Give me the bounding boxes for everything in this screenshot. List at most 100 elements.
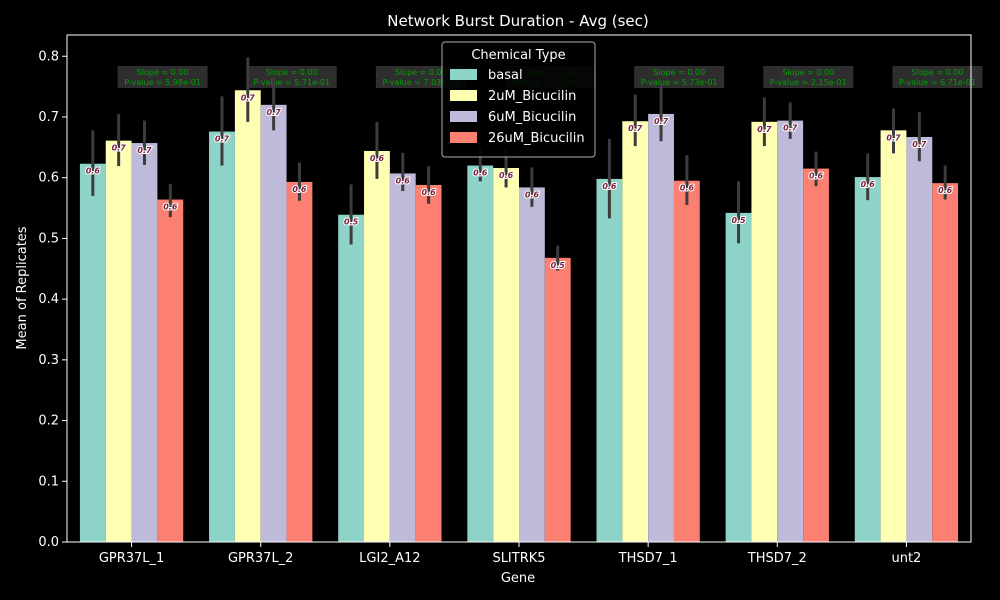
bar-value-label: 0.7 — [112, 144, 127, 153]
bar — [519, 187, 545, 542]
legend: Chemical Type basal 2uM_Bicucilin 6uM_Bicuc… — [441, 41, 596, 158]
annotation-pvalue: P-value = 5.71e-01 — [253, 78, 330, 87]
annotation-slope: Slope = 0.00 — [782, 68, 834, 77]
bar — [673, 180, 700, 542]
x-tick-label: GPR37L_2 — [228, 551, 294, 566]
bar — [648, 113, 674, 542]
x-axis-label: Gene — [501, 571, 535, 586]
chart-title: Network Burst Duration - Avg (sec) — [387, 12, 648, 30]
legend-item: basal — [488, 68, 523, 83]
annotation-pvalue: P-value = 5.98e-01 — [124, 78, 201, 87]
bar-value-label: 0.7 — [628, 124, 643, 133]
y-tick-label: 0.8 — [38, 49, 59, 64]
annotation-box — [892, 66, 983, 88]
annotation-box — [634, 66, 725, 88]
bar — [803, 168, 829, 542]
bar-value-label: 0.5 — [731, 216, 746, 225]
bar — [286, 181, 313, 543]
legend-frame — [441, 41, 596, 158]
annotation-pvalue: P-value = 6.71e-01 — [899, 78, 976, 87]
bar-value-label: 0.6 — [809, 172, 824, 181]
bar — [260, 104, 287, 542]
bar — [467, 165, 494, 542]
bar — [751, 121, 778, 542]
annotation-pvalue: P-value = 2.15e-01 — [770, 78, 847, 87]
legend-title: Chemical Type — [471, 48, 565, 63]
annotation-pvalue: P-value = 7.03e-01 — [382, 78, 459, 87]
y-tick-label: 0.2 — [38, 414, 59, 429]
bar-value-label: 0.6 — [525, 190, 540, 199]
bar — [544, 257, 571, 542]
bar — [131, 143, 158, 542]
x-tick-label: THSD7_1 — [618, 551, 678, 566]
bar-value-label: 0.6 — [86, 167, 101, 176]
legend-swatch — [450, 69, 477, 80]
bar-value-label: 0.5 — [551, 261, 566, 270]
bar-value-label: 0.7 — [215, 135, 230, 144]
legend-item: 6uM_Bicucilin — [488, 110, 576, 125]
y-tick-label: 0.7 — [38, 110, 59, 125]
bar — [854, 177, 881, 543]
bar-value-label: 0.6 — [473, 169, 488, 178]
annotation-slope: Slope = 0.00 — [912, 68, 964, 77]
plot-frame — [66, 34, 972, 543]
y-tick-label: 0.4 — [38, 292, 59, 307]
bar-value-label: 0.6 — [163, 203, 178, 212]
bar-value-label: 0.7 — [654, 117, 669, 126]
y-tick-label: 0.5 — [38, 231, 59, 246]
annotation-pvalue: P-value = 5.73e-01 — [641, 78, 718, 87]
legend-item: 26uM_Bicucilin — [488, 131, 585, 146]
bar — [338, 214, 365, 543]
y-tick-label: 0.6 — [38, 171, 59, 186]
bar-value-label: 0.5 — [344, 218, 359, 227]
bar-value-label: 0.6 — [422, 188, 437, 197]
bar — [364, 150, 390, 542]
x-tick-label: GPR37L_1 — [99, 551, 165, 566]
legend-swatch — [450, 111, 477, 122]
y-tick-label: 0.0 — [38, 535, 59, 550]
bar-value-label: 0.6 — [861, 180, 876, 189]
bar — [880, 130, 907, 543]
bar-value-label: 0.7 — [137, 146, 152, 155]
bar-value-label: 0.7 — [886, 133, 901, 142]
x-tick-label: THSD7_2 — [747, 551, 807, 566]
bar — [622, 121, 649, 542]
bar — [906, 137, 933, 542]
bar — [389, 173, 416, 542]
bar — [725, 212, 752, 542]
bar — [157, 199, 184, 542]
bar-value-label: 0.7 — [783, 124, 798, 133]
bar — [596, 178, 623, 542]
y-axis-label: Mean of Replicates — [15, 226, 30, 349]
bar-value-label: 0.7 — [267, 108, 282, 117]
bar-value-label: 0.6 — [370, 154, 385, 163]
bar-value-label: 0.7 — [241, 93, 256, 102]
annotation-slope: Slope = 0.00 — [266, 68, 318, 77]
bar-value-label: 0.7 — [757, 125, 772, 134]
annotation-box — [763, 66, 854, 88]
annotation-slope: Slope = 0.00 — [395, 68, 447, 77]
legend-item: 2uM_Bicucilin — [488, 89, 576, 104]
bar-value-label: 0.6 — [499, 171, 514, 180]
annotation-box — [246, 66, 337, 88]
bar — [777, 120, 804, 543]
bar — [209, 131, 235, 542]
y-tick-label: 0.1 — [38, 474, 59, 489]
bar — [415, 184, 442, 542]
bar — [932, 183, 959, 542]
legend-swatch — [450, 132, 477, 143]
annotation-slope: Slope = 0.00 — [653, 68, 705, 77]
bar-value-label: 0.6 — [938, 186, 953, 195]
bar — [234, 90, 261, 542]
x-tick-label: SLITRK5 — [492, 551, 545, 566]
bar — [493, 167, 519, 543]
bar-value-label: 0.7 — [912, 140, 927, 149]
annotation-slope: Slope = 0.00 — [137, 68, 189, 77]
bar-value-label: 0.6 — [396, 176, 411, 185]
bar-value-label: 0.6 — [292, 185, 307, 194]
x-tick-label: unt2 — [891, 551, 921, 566]
bar-value-label: 0.6 — [602, 182, 617, 191]
bar — [105, 140, 132, 542]
legend-swatch — [450, 90, 477, 101]
